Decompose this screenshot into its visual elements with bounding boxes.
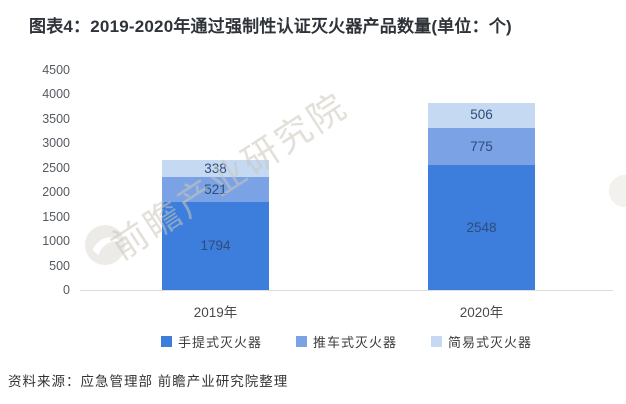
bar-segment: 338 xyxy=(162,160,269,177)
y-tick-label: 2000 xyxy=(42,185,70,200)
data-label: 1794 xyxy=(200,238,231,254)
legend-item: 简易式灭火器 xyxy=(431,332,532,351)
watermark-logo-icon xyxy=(84,224,126,271)
bar-segment: 2548 xyxy=(428,165,535,290)
legend-label: 推车式灭火器 xyxy=(312,335,397,350)
legend-label: 手提式灭火器 xyxy=(177,335,262,350)
data-label: 521 xyxy=(204,181,227,197)
y-tick-label: 1000 xyxy=(42,234,70,249)
data-label: 338 xyxy=(204,160,227,176)
y-tick-label: 3500 xyxy=(42,111,70,126)
legend-swatch xyxy=(295,336,307,347)
legend-item: 推车式灭火器 xyxy=(295,332,397,351)
bar-segment: 506 xyxy=(428,102,535,128)
legend-label: 简易式灭火器 xyxy=(448,335,533,350)
y-tick-label: 500 xyxy=(49,258,70,273)
bar-segment: 1794 xyxy=(162,202,269,290)
y-tick-label: 2500 xyxy=(42,160,70,175)
x-axis-line xyxy=(80,290,613,291)
x-axis-label: 2020年 xyxy=(459,305,504,320)
source-note: 资料来源：应急管理部 前瞻产业研究院整理 xyxy=(8,374,289,389)
bar-segment: 521 xyxy=(162,176,269,203)
legend: 手提式灭火器 推车式灭火器 简易式灭火器 xyxy=(80,332,613,351)
data-label: 2548 xyxy=(466,219,497,235)
watermark-logo-right-icon xyxy=(608,174,626,213)
y-tick-label: 3000 xyxy=(42,136,70,151)
legend-swatch xyxy=(431,336,442,347)
x-axis-label: 2019年 xyxy=(193,305,238,320)
y-tick-label: 4000 xyxy=(42,87,70,102)
legend-swatch xyxy=(160,336,172,347)
data-label: 506 xyxy=(470,107,493,123)
chart-title: 图表4：2019-2020年通过强制性认证灭火器产品数量(单位：个) xyxy=(29,17,512,36)
data-label: 775 xyxy=(470,138,493,154)
legend-item: 手提式灭火器 xyxy=(160,332,262,351)
y-tick-label: 1500 xyxy=(42,209,70,224)
y-tick-label: 4500 xyxy=(42,63,70,77)
y-tick-label: 0 xyxy=(63,283,70,297)
bar-segment: 775 xyxy=(428,127,535,166)
